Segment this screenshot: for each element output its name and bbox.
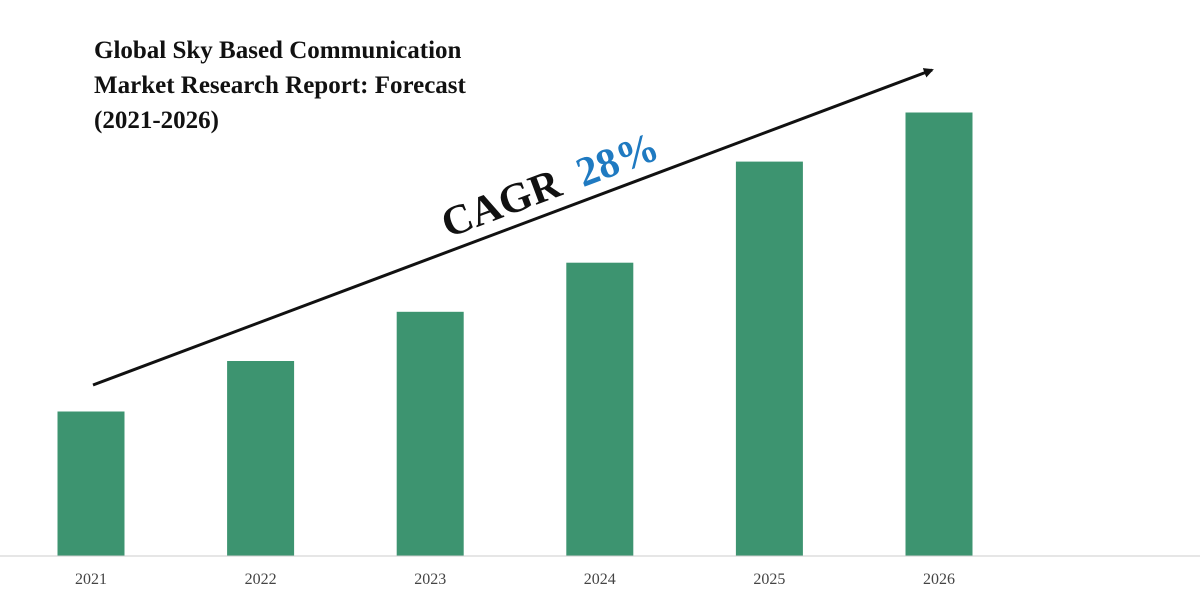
chart-title-line-2: Market Research Report: Forecast [94, 72, 467, 99]
cagr-label: CAGR [435, 161, 568, 248]
x-axis-tick-labels: 2021 2022 2023 2024 2025 2026 [75, 571, 955, 588]
bars [57, 112, 973, 556]
trend-arrow [92, 68, 934, 387]
x-tick-label-2024: 2024 [584, 571, 616, 588]
x-tick-label-2023: 2023 [414, 571, 446, 588]
bar-2023 [396, 311, 464, 556]
cagr-value: 28% [570, 124, 665, 197]
chart-title-line-3: (2021-2026) [94, 107, 219, 134]
bar-2026 [905, 112, 973, 556]
x-tick-label-2025: 2025 [753, 571, 785, 588]
chart-title: Global Sky Based Communication Market Re… [94, 37, 467, 134]
x-tick-label-2021: 2021 [75, 571, 107, 588]
chart-title-line-1: Global Sky Based Communication [94, 37, 462, 64]
bar-2022 [227, 361, 295, 556]
bar-2025 [735, 161, 803, 556]
bar-2021 [57, 411, 125, 556]
cagr-annotation: CAGR 28% [435, 124, 665, 247]
x-tick-label-2026: 2026 [923, 571, 955, 588]
bar-2024 [566, 262, 634, 556]
x-tick-label-2022: 2022 [245, 571, 277, 588]
